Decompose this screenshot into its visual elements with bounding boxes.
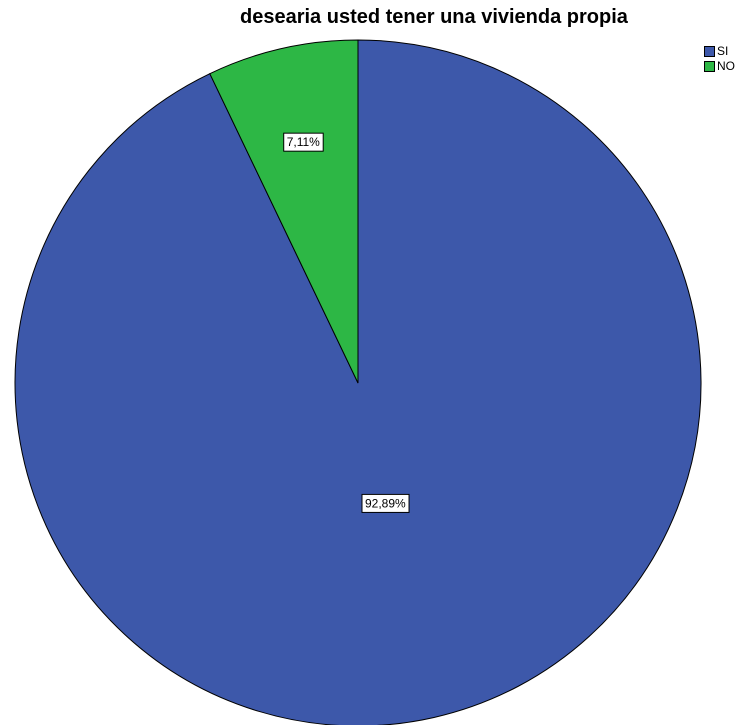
pie-slice-no [209, 39, 359, 384]
legend-label-si: SI [717, 44, 729, 58]
slice-label-box-si [361, 493, 410, 513]
legend-item-si: SI [704, 44, 735, 59]
legend-swatch-si [704, 46, 715, 57]
legend-item-no: NO [704, 59, 735, 74]
slice-label-no: 7,11% [283, 132, 324, 152]
legend: SI NO [704, 44, 735, 74]
legend-swatch-no [704, 61, 715, 72]
slice-label-box-no [283, 132, 324, 152]
chart-title-text: desearia usted tener una vivienda propia [240, 6, 628, 28]
legend-label-no: NO [717, 59, 735, 73]
slice-label-text-no: 7,11% [287, 135, 320, 149]
slice-label-si: 92,89% [361, 493, 410, 513]
slice-label-text-si: 92,89% [365, 496, 406, 510]
